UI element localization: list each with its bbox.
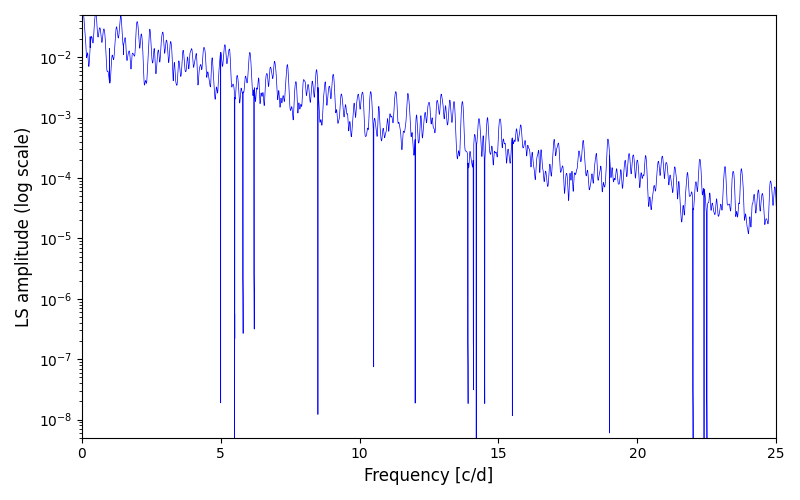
X-axis label: Frequency [c/d]: Frequency [c/d]	[364, 467, 494, 485]
Y-axis label: LS amplitude (log scale): LS amplitude (log scale)	[15, 126, 33, 326]
